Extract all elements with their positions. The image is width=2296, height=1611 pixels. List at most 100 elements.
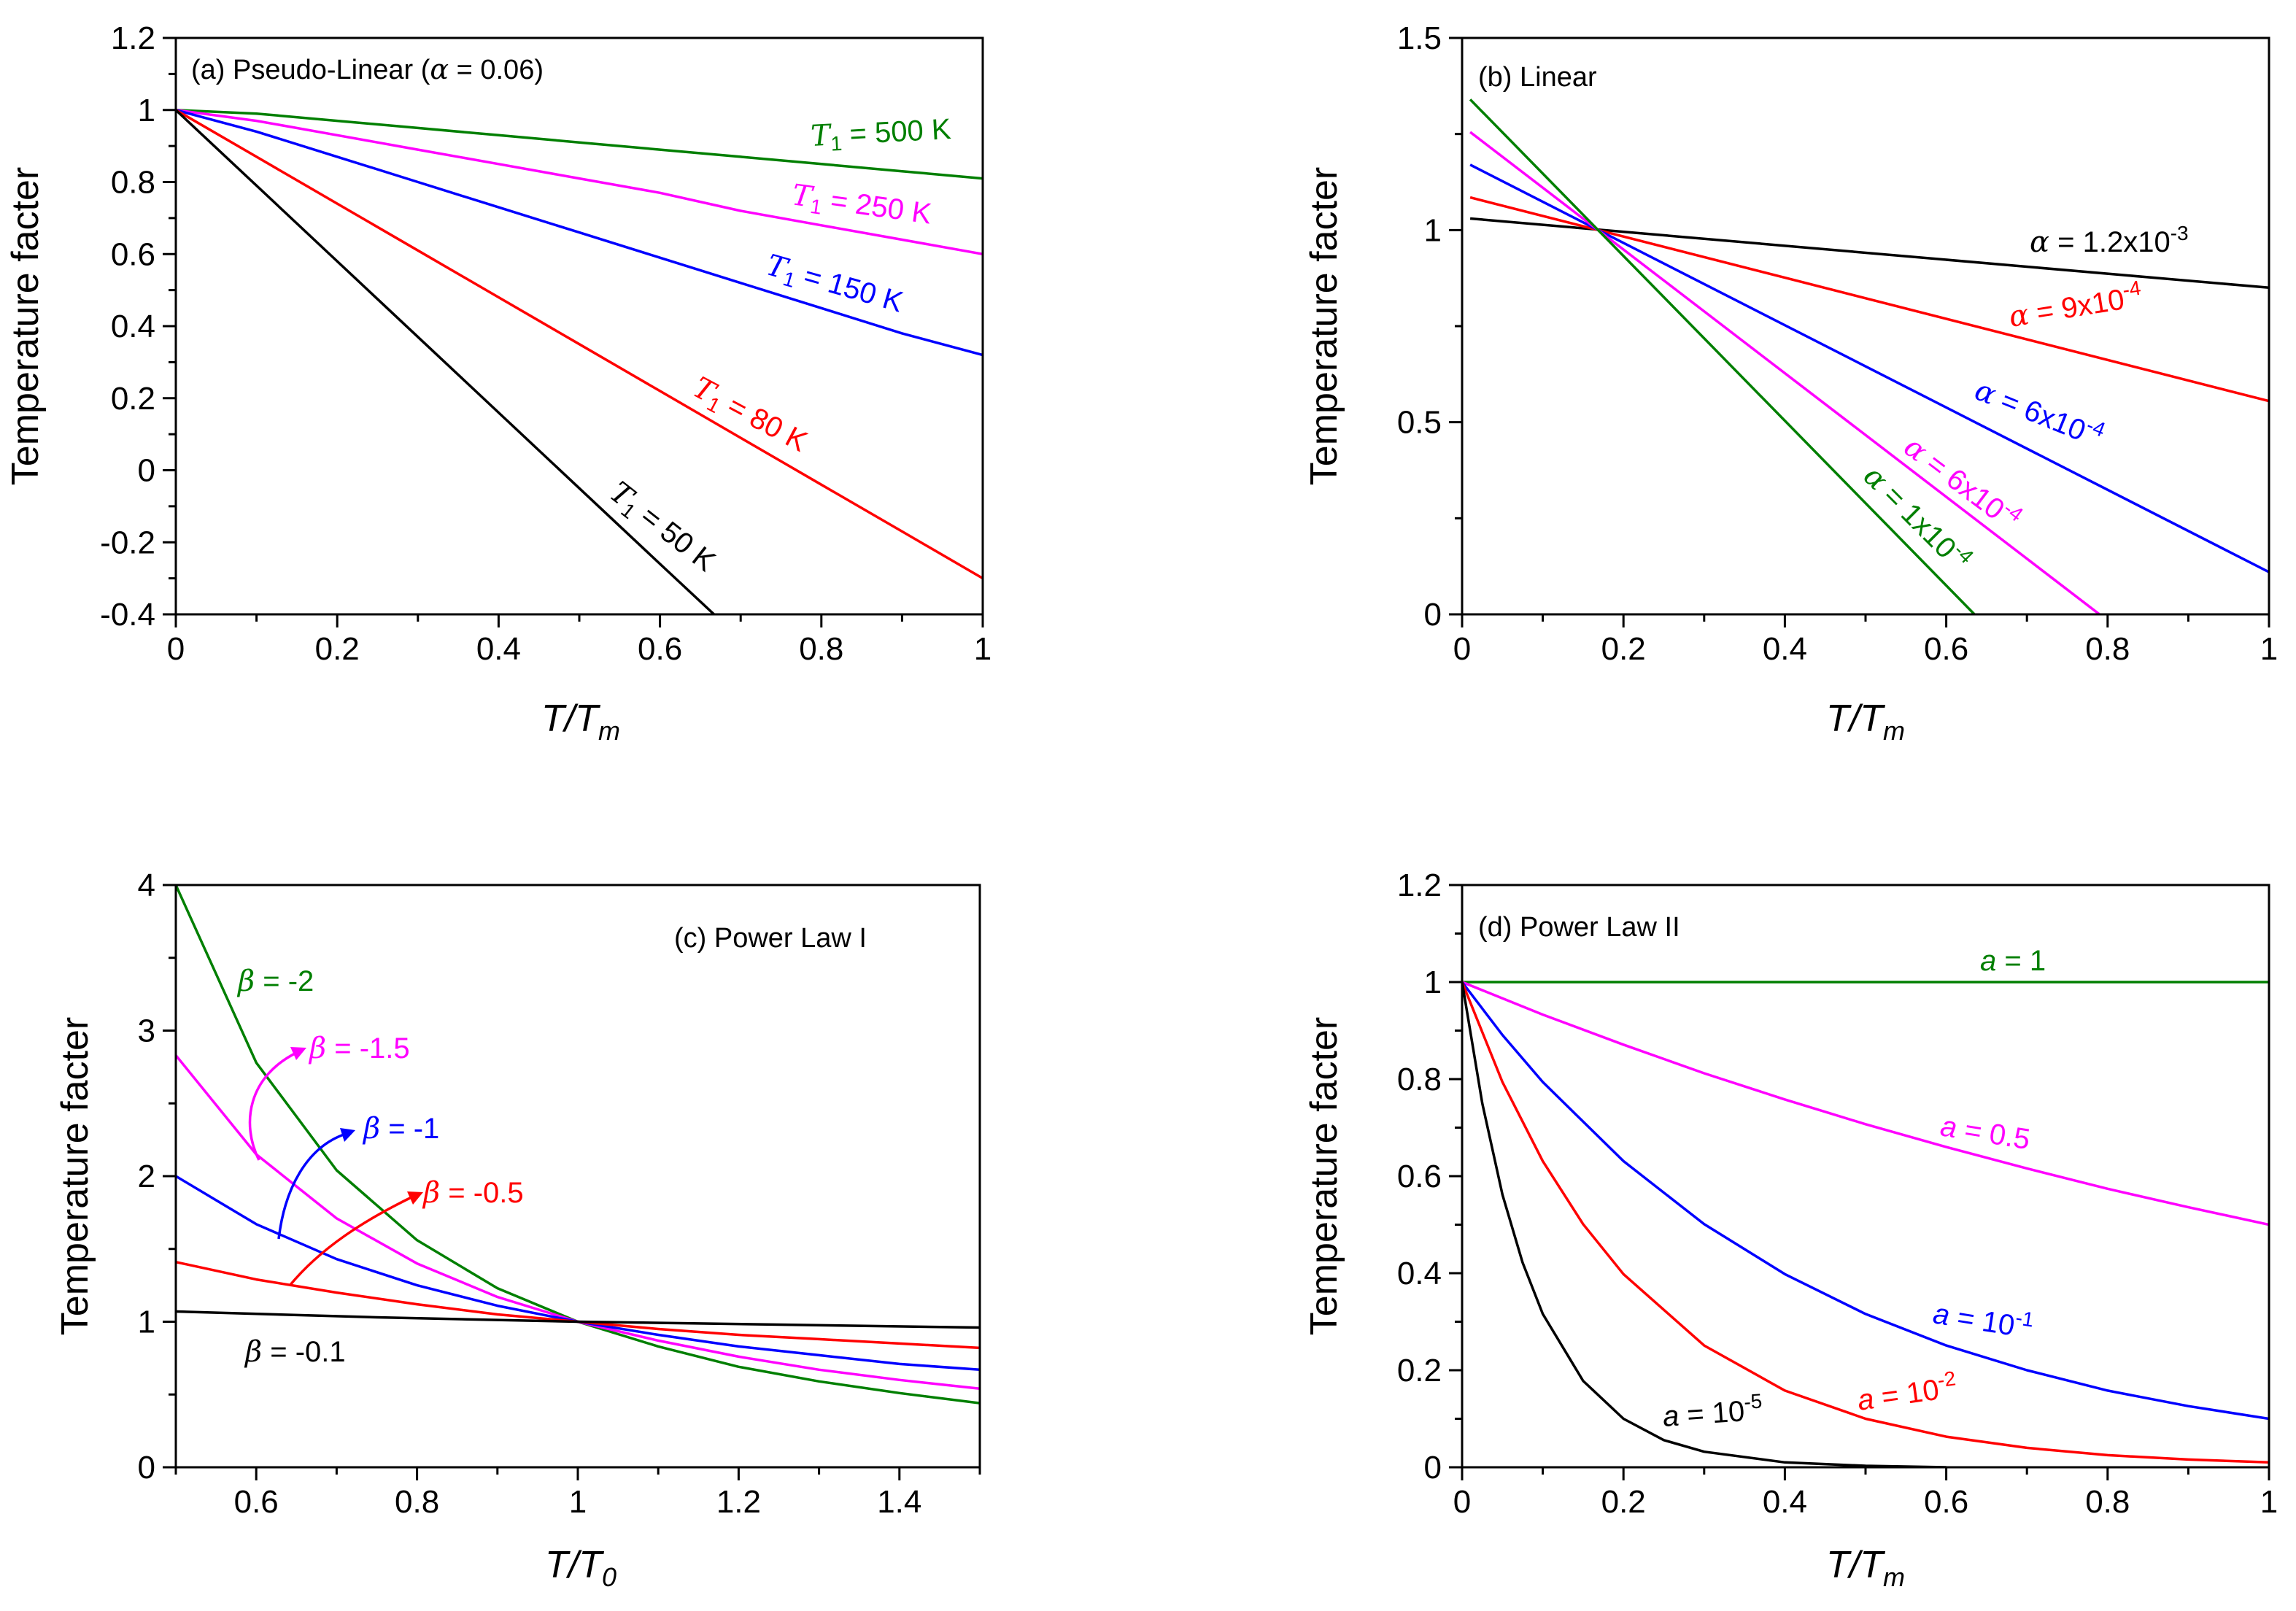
x-tick-label: 1.4 (877, 1484, 921, 1520)
label-d-a-1: a = 1 (1980, 945, 2046, 977)
x-tick-label: 0.6 (1924, 631, 1968, 667)
y-tick-label: 1.5 (1397, 20, 1442, 56)
panel-a-series (176, 109, 983, 614)
y-tick-label: 3 (138, 1013, 155, 1049)
y-tick-label: 0 (138, 453, 155, 489)
x-tick-label: 0 (167, 631, 185, 667)
panel-a-title: (a) Pseudo-Linear (α = 0.06) (191, 53, 544, 85)
panel-a-xlabel: T/Tm (541, 698, 620, 746)
series-beta-0-1 (176, 1310, 980, 1329)
panel-d-title: (d) Power Law II (1478, 912, 1680, 943)
label-b-alpha-6e-4-blue: α = 6x10-4 (1970, 370, 2108, 455)
y-tick-label: 0.4 (111, 309, 155, 344)
x-tick-label: 1 (974, 631, 992, 667)
label-c-beta-0.5: β = -0.5 (422, 1176, 524, 1210)
label-b-alpha-1.2e-3: α = 1.2x10-3 (2030, 222, 2189, 259)
panel-b-series (1469, 98, 2269, 614)
series-alpha-1x10-4 (1469, 98, 1976, 614)
label-a-t1-500k: T1 = 500 K (810, 112, 952, 156)
x-tick-label: 0.2 (315, 631, 360, 667)
panel-a-ticks: 0 0.2 0.4 0.6 0.8 1 -0.4 -0.2 0 0.2 0.4 0.6 0.8 1 1.2 (100, 20, 992, 667)
panel-c-plot-frame (174, 884, 981, 1469)
x-tick-label: 0 (1453, 1484, 1471, 1520)
x-tick-label: 0.6 (1924, 1484, 1968, 1520)
label-b-alpha-9e-4: α = 9x10-4 (2006, 277, 2145, 334)
panel-c-xlabel: T/T0 (545, 1544, 616, 1592)
x-tick-label: 0.8 (2085, 1484, 2130, 1520)
arrow-c-beta-1.5 (248, 1051, 298, 1161)
y-tick-label: 1 (1424, 965, 1442, 1000)
x-tick-label: 1 (569, 1484, 587, 1520)
panel-c-series (176, 885, 980, 1405)
series-t1-50-k (176, 109, 715, 614)
panel-a-plot-frame (174, 36, 984, 616)
panel-b-ylabel: Temperature facter (1303, 167, 1345, 485)
series-t1-150-k (176, 109, 983, 357)
series-alpha-1-2x10-3 (1469, 217, 2269, 290)
label-a-t1-250k: T1 = 250 K (789, 178, 934, 233)
label-c-beta-1.5: β = -1.5 (308, 1032, 410, 1065)
panel-c-title: (c) Power Law I (674, 923, 867, 954)
arrow-c-beta-0.5 (288, 1195, 414, 1287)
label-d-a-1e-1: a = 10-1 (1931, 1294, 2036, 1345)
x-tick-label: 0.2 (1601, 631, 1646, 667)
series-beta-0-5 (176, 1260, 980, 1350)
label-d-a-1e-5: a = 10-5 (1661, 1390, 1763, 1433)
panel-b-xlabel: T/Tm (1826, 698, 1905, 746)
x-tick-label: 0.2 (1601, 1484, 1646, 1520)
panel-c-power-law-i: 0.6 0.8 1 1.2 1.4 0 1 2 3 4 (c) Power Law I Tempe… (54, 868, 981, 1592)
panel-a-pseudo-linear: 0 0.2 0.4 0.6 0.8 1-0.4-0.200.20.40.60.811.2 … (4, 20, 992, 746)
panel-b-plot-frame (1461, 36, 2270, 616)
label-d-a-1e-2: a = 10-2 (1855, 1367, 1959, 1417)
panel-d-series (1462, 981, 2269, 1467)
series-t1-250-k (176, 109, 983, 256)
x-tick-label: 0.8 (395, 1484, 439, 1520)
panel-d-power-law-ii: 0 0.2 0.4 0.6 0.8 1 0 0.2 0.4 0.6 0.8 1 1.2 (d) Powe… (1303, 868, 2278, 1592)
panel-c-ylabel: Temperature facter (54, 1017, 96, 1335)
panel-d-ticks: 0 0.2 0.4 0.6 0.8 1 0 0.2 0.4 0.6 0.8 1 1.2 (1397, 868, 2278, 1520)
y-tick-label: 1.2 (1397, 868, 1442, 903)
y-tick-label: -0.2 (100, 525, 155, 560)
arrow-c-beta-1 (277, 1132, 347, 1240)
y-tick-label: 4 (138, 868, 155, 903)
arrowhead-c-beta-0.5 (407, 1191, 423, 1205)
x-tick-label: 1 (2260, 1484, 2278, 1520)
y-tick-label: 0.2 (1397, 1353, 1442, 1388)
series-a-10-5 (1462, 981, 1947, 1467)
y-tick-label: 1.2 (111, 20, 155, 56)
panel-c-ticks: 0.6 0.8 1 1.2 1.4 0 1 2 3 4 (138, 868, 981, 1520)
series-a-10-1 (1462, 981, 2269, 1421)
y-tick-label: 1 (1424, 212, 1442, 248)
panel-d-plot-frame (1461, 884, 2270, 1469)
label-c-beta-0.1: β = -0.1 (244, 1335, 346, 1369)
panel-b-linear: 0 0.2 0.4 0.6 0.8 1 0 0.5 1 1.5 (b) Linear Temper… (1303, 20, 2278, 746)
y-tick-label: 0 (1424, 1450, 1442, 1486)
x-tick-label: 0.4 (1763, 1484, 1807, 1520)
y-tick-label: 0.4 (1397, 1256, 1442, 1291)
y-tick-label: 0 (1424, 597, 1442, 633)
y-tick-label: -0.4 (100, 597, 155, 633)
series-a-10-2 (1462, 981, 2269, 1464)
y-tick-label: 0 (138, 1450, 155, 1486)
y-tick-label: 0.8 (1397, 1062, 1442, 1097)
x-tick-label: 0.4 (476, 631, 521, 667)
y-tick-label: 2 (138, 1159, 155, 1194)
y-tick-label: 0.6 (111, 236, 155, 272)
panel-a-ylabel: Temperature facter (4, 167, 47, 485)
arrowhead-c-beta-1.5 (290, 1047, 306, 1060)
series-alpha-6x10-4-magenta- (1469, 131, 2100, 614)
y-tick-label: 1 (138, 93, 155, 128)
x-tick-label: 1 (2260, 631, 2278, 667)
panel-b-title: (b) Linear (1478, 62, 1597, 93)
y-tick-label: 0.6 (1397, 1159, 1442, 1194)
x-tick-label: 0.8 (2085, 631, 2130, 667)
label-c-beta-1: β = -1 (362, 1112, 439, 1146)
arrowhead-c-beta-1 (340, 1128, 355, 1142)
series-t1-80-k (176, 109, 983, 580)
panel-b-ticks: 0 0.2 0.4 0.6 0.8 1 0 0.5 1 1.5 (1397, 20, 2278, 667)
series-t1-500-k (176, 109, 983, 180)
y-tick-label: 0.2 (111, 381, 155, 417)
y-tick-label: 0.5 (1397, 405, 1442, 441)
x-tick-label: 0.6 (234, 1484, 279, 1520)
